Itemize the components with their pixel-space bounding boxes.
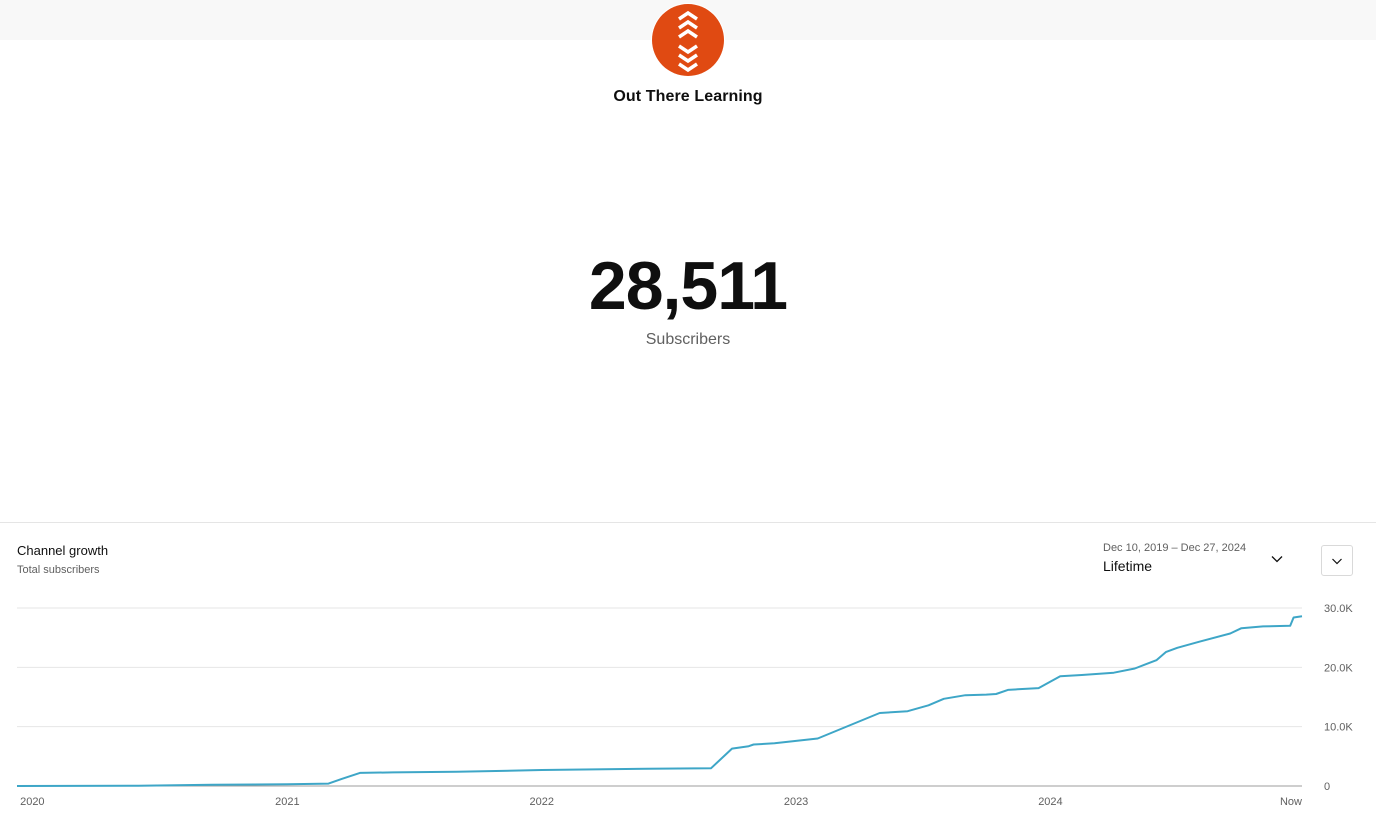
period-text: Lifetime [1103,558,1153,574]
section-divider [0,522,1376,523]
y-tick-label: 20.0K [1324,662,1353,674]
subscriber-count: 28,511 [588,248,788,324]
chevron-down-icon [1332,558,1342,564]
x-tick-label: 2022 [529,796,553,808]
x-tick-label: 2020 [20,796,44,808]
chevron-down-icon [1271,556,1283,563]
x-tick-label: 2023 [784,796,808,808]
y-axis-ticks: 0 10.0K 20.0K 30.0K [1324,603,1353,793]
subscriber-label: Subscribers [645,331,731,348]
x-tick-label: Now [1280,796,1302,808]
y-tick-label: 0 [1324,781,1330,793]
x-tick-label: 2024 [1038,796,1062,808]
x-tick-label: 2021 [275,796,299,808]
subscriber-growth-chart: 0 10.0K 20.0K 30.0K 2020 2021 2022 2023 2024 Now [16,603,1353,808]
avatar-logo [652,4,724,76]
chevrons-up-down-icon [678,10,698,73]
y-tick-label: 30.0K [1324,603,1353,615]
y-tick-label: 10.0K [1324,722,1353,734]
expand-chart-button[interactable] [1321,545,1353,576]
series-line [16,615,1303,787]
chart-title: Channel growth [17,543,109,558]
series-layer [16,615,1303,787]
date-range-dropdown[interactable]: Dec 10, 2019 – Dec 27, 2024 Lifetime [1096,538,1296,578]
date-range-text: Dec 10, 2019 – Dec 27, 2024 [1103,542,1247,554]
grid-lines [17,607,1302,787]
chart-subtitle: Total subscribers [17,564,100,576]
channel-avatar [651,3,725,77]
x-axis-ticks: 2020 2021 2022 2023 2024 Now [20,796,1302,808]
channel-name: Out There Learning [613,88,763,105]
